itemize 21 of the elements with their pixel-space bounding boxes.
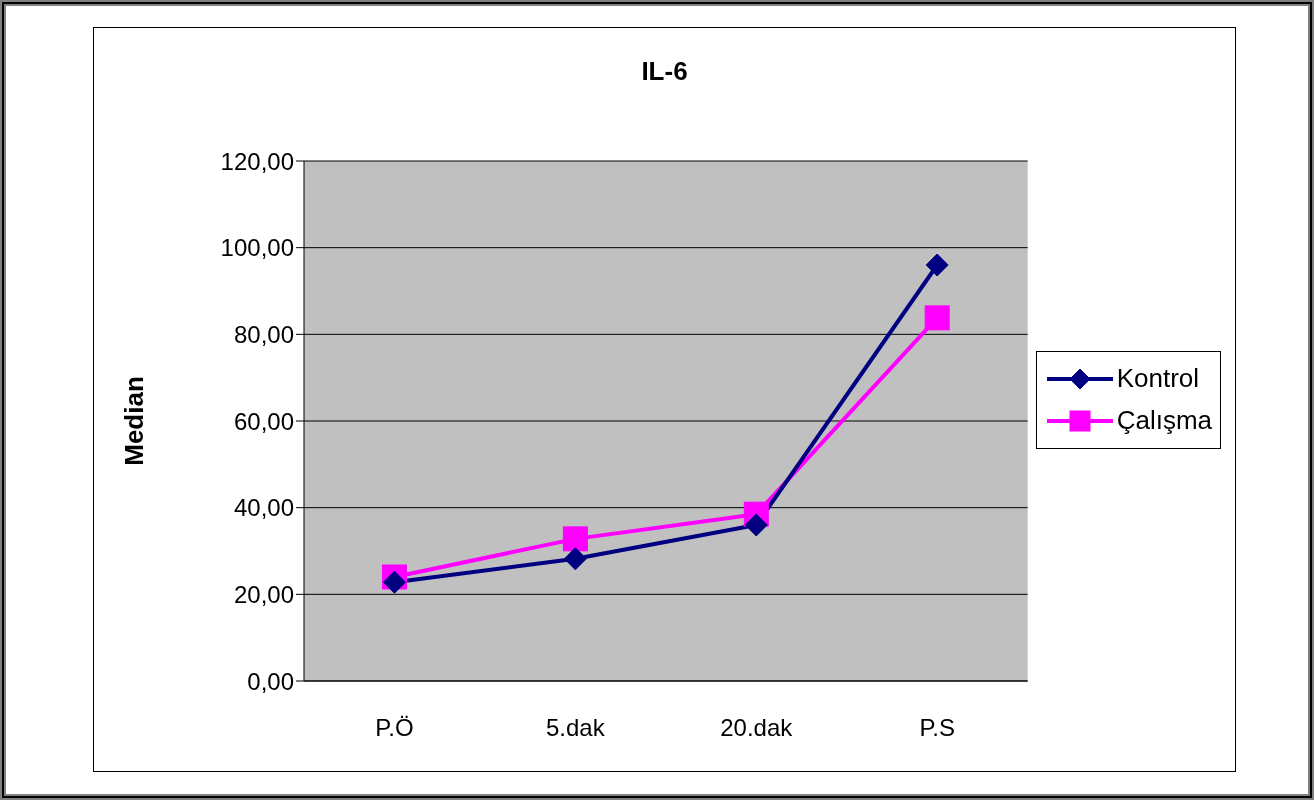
point bbox=[744, 513, 768, 537]
point bbox=[925, 253, 949, 277]
y-tick-label: 80,00 bbox=[233, 320, 294, 348]
point bbox=[382, 570, 406, 594]
y-tick-label: 100,00 bbox=[220, 234, 294, 262]
y-tick-label: 40,00 bbox=[233, 494, 294, 522]
y-axis-title: Median bbox=[119, 376, 150, 466]
x-tick-label: 20.dak bbox=[720, 714, 794, 742]
legend-label: Kontrol bbox=[1116, 363, 1200, 394]
legend-label: Çalışma bbox=[1116, 405, 1212, 436]
y-tick-label: 0,00 bbox=[247, 667, 294, 695]
y-tick-label: 120,00 bbox=[220, 147, 294, 175]
x-tick-label: P.Ö bbox=[375, 714, 414, 742]
x-tick-label: P.S bbox=[919, 714, 955, 742]
chart-title: IL-6 bbox=[640, 56, 689, 87]
y-tick-label: 20,00 bbox=[233, 580, 294, 608]
point bbox=[562, 526, 588, 552]
point bbox=[924, 305, 950, 331]
x-tick-label: 5.dak bbox=[546, 714, 606, 742]
y-tick-label: 60,00 bbox=[233, 407, 294, 435]
point bbox=[563, 547, 587, 571]
